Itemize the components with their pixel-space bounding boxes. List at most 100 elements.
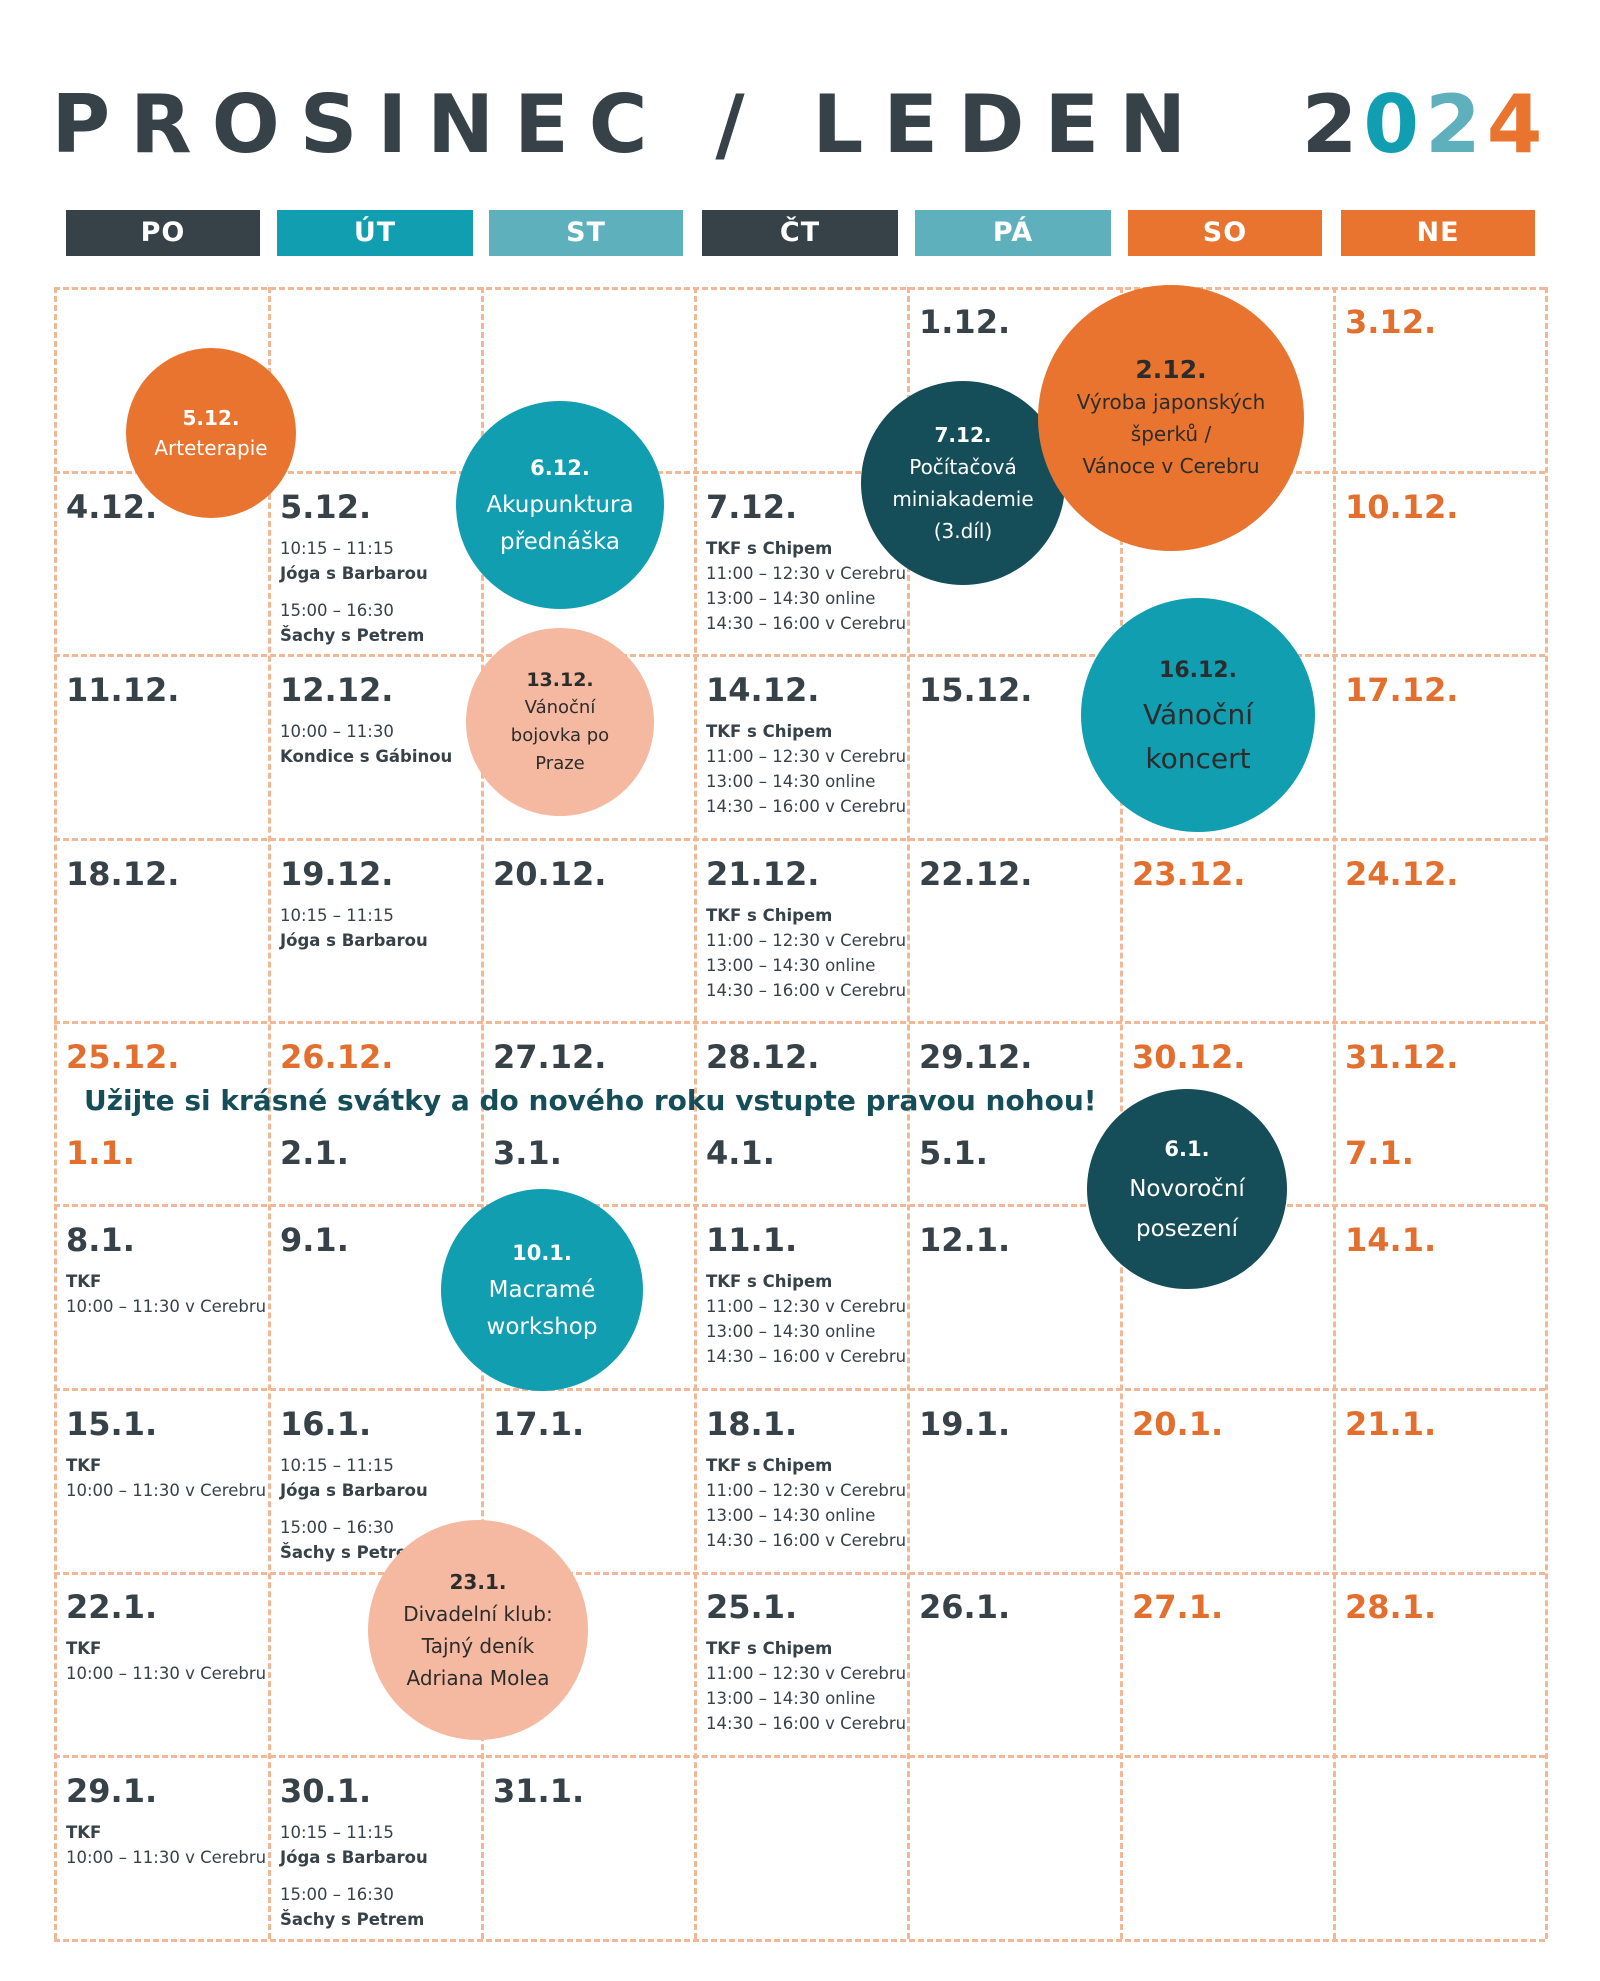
day-number: 10.12. (1345, 488, 1459, 526)
event-line: TKF (66, 1639, 102, 1658)
grid-line-vertical (1333, 287, 1336, 1939)
event-line: 13:00 – 14:30 online (706, 1506, 876, 1525)
weekday-header-po: PO (66, 210, 260, 256)
grid-line-vertical (694, 287, 697, 1939)
event-circle-novorocni: 6.1. Novoroční posezení (1087, 1089, 1287, 1289)
day-number: 21.1. (1345, 1405, 1437, 1443)
page-title: PROSINEC / LEDEN 2024 (51, 78, 1549, 171)
day-number: 18.1. (706, 1405, 798, 1443)
event-line: 14:30 – 16:00 v Cerebru (706, 981, 907, 1000)
day-number: 20.12. (493, 855, 607, 893)
day-number: 1.1. (66, 1134, 135, 1172)
event-circle-date: 6.12. (530, 455, 590, 480)
event-list: 10:15 – 11:15 Jóga s Barbarou 15:00 – 16:3… (280, 536, 428, 648)
event-line: 15:00 – 16:30 (280, 1885, 394, 1904)
event-line: 10:00 – 11:30 v Cerebru (66, 1297, 267, 1316)
event-line: TKF s Chipem (706, 1639, 833, 1658)
event-list: TKF 10:00 – 11:30 v Cerebru (66, 1820, 266, 1870)
day-number: 18.12. (66, 855, 180, 893)
event-line: 13:00 – 14:30 online (706, 589, 876, 608)
weekday-header-ne: NE (1341, 210, 1535, 256)
day-number: 26.12. (280, 1038, 394, 1076)
day-number: 29.1. (66, 1772, 158, 1810)
grid-line-vertical (907, 287, 910, 1939)
event-list: 10:00 – 11:30 Kondice s Gábinou (280, 719, 452, 769)
event-line: 13:00 – 14:30 online (706, 1689, 876, 1708)
day-number: 4.1. (706, 1134, 775, 1172)
event-spacer (280, 1870, 428, 1882)
event-line: 10:15 – 11:15 (280, 906, 394, 925)
grid-line-horizontal (54, 1939, 1545, 1942)
event-line: 10:00 – 11:30 v Cerebru (66, 1664, 267, 1683)
event-line: TKF s Chipem (706, 1456, 833, 1475)
event-circle-text: Macramé (488, 1276, 596, 1303)
event-line: 11:00 – 12:30 v Cerebru (706, 1297, 907, 1316)
day-number: 27.1. (1132, 1588, 1224, 1626)
event-line: 14:30 – 16:00 v Cerebru (706, 797, 907, 816)
event-circle-date: 6.1. (1164, 1137, 1210, 1161)
event-line: TKF s Chipem (706, 1272, 833, 1291)
day-number: 3.1. (493, 1134, 562, 1172)
event-circle-text: šperků / (1130, 422, 1212, 446)
event-line: 10:00 – 11:30 (280, 722, 394, 741)
event-line: Šachy s Petrem (280, 1543, 425, 1562)
day-number: 4.12. (66, 488, 158, 526)
event-circle-arteterapie: 5.12. Arteterapie (126, 348, 296, 518)
year: 2024 (1301, 78, 1549, 171)
event-line: 10:00 – 11:30 v Cerebru (66, 1848, 267, 1867)
event-list: TKF s Chipem 11:00 – 12:30 v Cerebru 13:00… (706, 1636, 906, 1736)
event-spacer (280, 1503, 428, 1515)
event-circle-date: 10.1. (512, 1240, 572, 1265)
weekday-header-st: ST (489, 210, 683, 256)
event-circle-text: posezení (1136, 1216, 1238, 1242)
day-number: 7.12. (706, 488, 798, 526)
day-number: 19.1. (919, 1405, 1011, 1443)
event-circle-date: 23.1. (449, 1570, 507, 1594)
day-number: 22.1. (66, 1588, 158, 1626)
day-number: 15.12. (919, 671, 1033, 709)
event-circle-text: Vánoční (1143, 698, 1253, 731)
event-circle-text: přednáška (500, 528, 620, 555)
event-circle-text: Adriana Molea (406, 1666, 550, 1690)
day-number: 9.1. (280, 1221, 349, 1259)
event-circle-text: Počítačová (909, 455, 1017, 479)
event-line: 15:00 – 16:30 (280, 601, 394, 620)
day-number: 15.1. (66, 1405, 158, 1443)
event-line: 13:00 – 14:30 online (706, 956, 876, 975)
event-line: 11:00 – 12:30 v Cerebru (706, 1481, 907, 1500)
grid-line-vertical (268, 287, 271, 1939)
event-line: TKF s Chipem (706, 906, 833, 925)
day-number: 11.1. (706, 1221, 798, 1259)
event-spacer (280, 586, 428, 598)
grid-line-vertical (54, 287, 57, 1939)
event-circle-text: (3.díl) (933, 519, 993, 543)
event-list: TKF 10:00 – 11:30 v Cerebru (66, 1269, 266, 1319)
day-number: 5.12. (280, 488, 372, 526)
event-line: 13:00 – 14:30 online (706, 1322, 876, 1341)
event-list: 10:15 – 11:15 Jóga s Barbarou (280, 903, 428, 953)
event-circle-pocitacova: 7.12. Počítačová miniakademie (3.díl) (861, 381, 1065, 585)
event-line: 11:00 – 12:30 v Cerebru (706, 931, 907, 950)
event-line: TKF (66, 1456, 102, 1475)
event-list: 10:15 – 11:15 Jóga s Barbarou 15:00 – 16:3… (280, 1820, 428, 1932)
event-list: 10:15 – 11:15 Jóga s Barbarou 15:00 – 16:3… (280, 1453, 428, 1565)
day-number: 24.12. (1345, 855, 1459, 893)
day-number: 25.1. (706, 1588, 798, 1626)
day-number: 5.1. (919, 1134, 988, 1172)
grid-line-vertical (481, 287, 484, 1939)
event-line: 10:15 – 11:15 (280, 539, 394, 558)
event-circle-divadelni: 23.1. Divadelní klub: Tajný deník Adriana M… (368, 1520, 588, 1740)
day-number: 26.1. (919, 1588, 1011, 1626)
event-circle-text: Výroba japonských (1076, 390, 1266, 414)
event-circle-text: koncert (1145, 742, 1251, 775)
event-line: 14:30 – 16:00 v Cerebru (706, 1531, 907, 1550)
event-line: TKF s Chipem (706, 722, 833, 741)
day-number: 28.12. (706, 1038, 820, 1076)
grid-line-horizontal (54, 838, 1545, 841)
day-number: 7.1. (1345, 1134, 1414, 1172)
grid-line-horizontal (54, 287, 1545, 290)
grid-line-horizontal (54, 1021, 1545, 1024)
grid-line-horizontal (54, 1204, 1545, 1207)
event-circle-text: Vánoční (524, 697, 596, 718)
